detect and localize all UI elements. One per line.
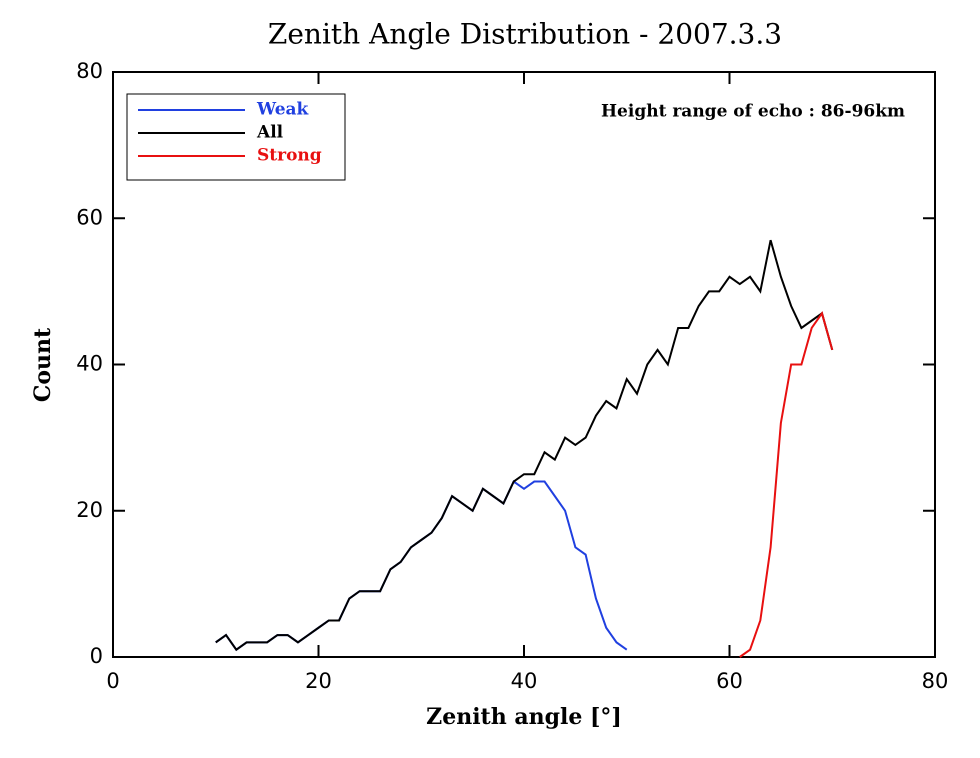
chart-title: Zenith Angle Distribution - 2007.3.3 xyxy=(268,18,782,51)
legend-label: Strong xyxy=(257,146,322,166)
annotation: Height range of echo : 86-96km xyxy=(601,102,905,122)
x-axis-label: Zenith angle [°] xyxy=(426,704,622,730)
x-tick-label: 40 xyxy=(511,669,538,693)
x-tick-label: 60 xyxy=(716,669,743,693)
plot-frame xyxy=(112,71,936,658)
series-line xyxy=(215,239,834,652)
legend-box xyxy=(126,93,346,181)
y-tick-label: 60 xyxy=(76,205,103,229)
y-tick-label: 80 xyxy=(76,59,103,83)
legend-label: All xyxy=(256,123,284,143)
x-tick-label: 0 xyxy=(106,669,119,693)
series-line xyxy=(739,311,834,658)
y-tick-label: 20 xyxy=(76,498,103,522)
x-tick-label: 80 xyxy=(922,669,949,693)
x-tick-label: 20 xyxy=(305,669,332,693)
y-tick-label: 40 xyxy=(76,352,103,376)
y-axis-label: Count xyxy=(30,327,56,402)
series-line xyxy=(215,479,628,652)
y-tick-label: 0 xyxy=(90,644,103,668)
legend-label: Weak xyxy=(256,100,310,120)
